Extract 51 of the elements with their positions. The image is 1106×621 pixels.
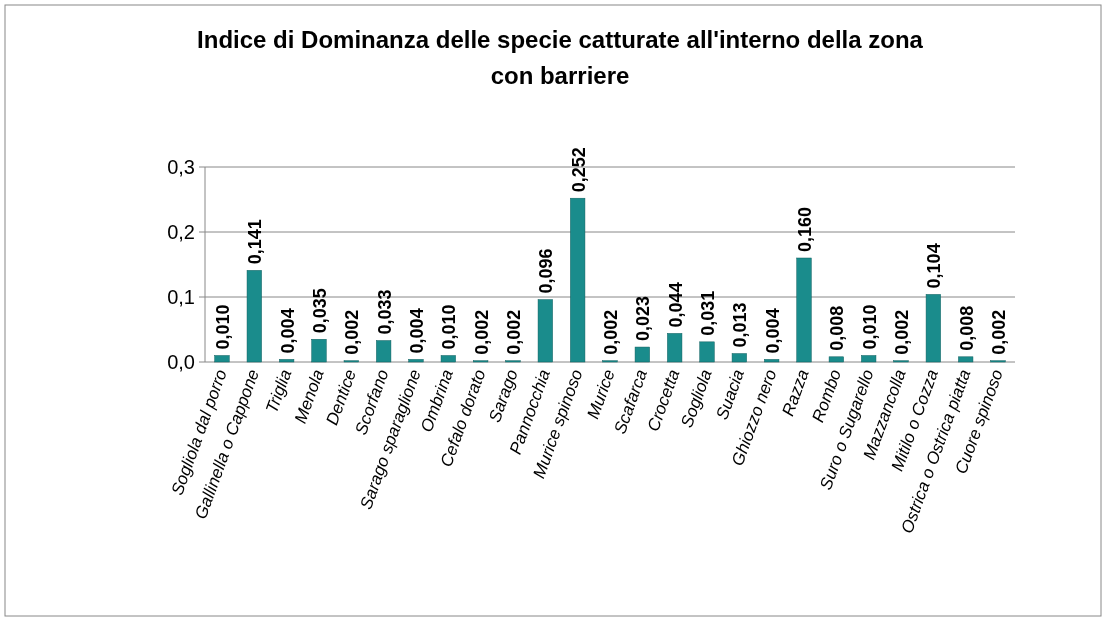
data-label: 0,141 xyxy=(245,219,266,265)
bar xyxy=(246,270,262,363)
data-label: 0,004 xyxy=(277,308,298,354)
bar xyxy=(570,197,586,363)
data-label: 0,002 xyxy=(989,309,1010,355)
bar xyxy=(376,340,392,363)
bar xyxy=(214,355,230,363)
bar xyxy=(796,257,812,363)
data-label: 0,002 xyxy=(503,309,524,355)
data-label: 0,096 xyxy=(536,248,557,294)
bar xyxy=(958,356,974,363)
y-tick-label: 0,2 xyxy=(167,221,195,243)
bar xyxy=(667,333,683,363)
data-label: 0,004 xyxy=(406,308,427,354)
bar xyxy=(279,359,295,363)
data-label: 0,033 xyxy=(374,289,395,335)
data-label: 0,035 xyxy=(309,288,330,334)
bar xyxy=(764,359,780,363)
bar xyxy=(731,353,747,363)
data-label: 0,104 xyxy=(924,243,945,289)
data-label: 0,002 xyxy=(342,309,363,355)
data-label: 0,023 xyxy=(633,296,654,342)
y-tick-label: 0,0 xyxy=(167,351,195,373)
data-label: 0,004 xyxy=(762,308,783,354)
chart-title: Indice di Dominanza delle specie catturate all'interno della zona con barriere xyxy=(197,26,924,89)
bar xyxy=(699,341,715,363)
bar xyxy=(925,294,941,363)
data-label: 0,160 xyxy=(795,206,816,252)
x-tick-label: Murice xyxy=(583,366,619,422)
data-label: 0,252 xyxy=(568,147,589,193)
bar xyxy=(537,299,553,363)
data-label: 0,013 xyxy=(730,302,751,348)
bar xyxy=(408,359,424,363)
y-tick-label: 0,1 xyxy=(167,286,195,308)
bar xyxy=(861,355,877,363)
x-tick-label: Triglia xyxy=(262,366,296,416)
data-label: 0,010 xyxy=(212,304,233,350)
y-tick-label: 0,3 xyxy=(167,156,195,178)
data-label: 0,008 xyxy=(956,305,977,351)
data-label: 0,031 xyxy=(698,290,719,336)
data-label: 0,010 xyxy=(439,304,460,350)
data-label: 0,002 xyxy=(892,309,913,355)
data-label: 0,002 xyxy=(601,309,621,355)
data-label: 0,008 xyxy=(827,305,848,351)
data-label: 0,044 xyxy=(665,282,686,328)
data-label: 0,010 xyxy=(859,304,880,350)
data-label: 0,002 xyxy=(471,309,492,355)
bar xyxy=(311,339,327,363)
bar xyxy=(634,346,650,363)
bar xyxy=(828,356,844,363)
bar xyxy=(440,355,456,363)
